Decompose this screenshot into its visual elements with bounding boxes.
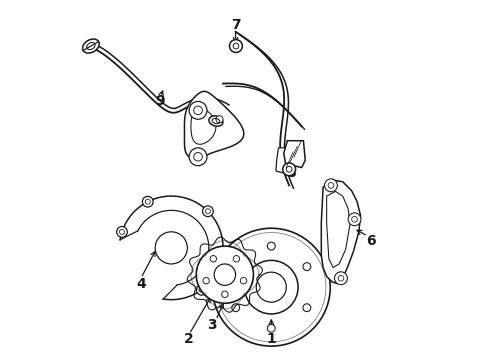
- Circle shape: [244, 260, 298, 314]
- Text: 8: 8: [285, 166, 295, 180]
- Circle shape: [267, 242, 275, 250]
- Circle shape: [214, 264, 235, 285]
- Ellipse shape: [82, 39, 99, 53]
- Polygon shape: [283, 141, 305, 167]
- Circle shape: [233, 256, 239, 262]
- Text: 7: 7: [230, 18, 240, 32]
- Text: 6: 6: [366, 234, 375, 248]
- Circle shape: [155, 232, 187, 264]
- Polygon shape: [190, 109, 216, 144]
- Polygon shape: [321, 180, 360, 284]
- Circle shape: [334, 272, 346, 285]
- Circle shape: [202, 206, 213, 217]
- Polygon shape: [184, 91, 244, 159]
- Circle shape: [210, 256, 216, 262]
- Circle shape: [142, 196, 153, 207]
- Circle shape: [117, 226, 127, 237]
- Circle shape: [231, 304, 239, 312]
- Circle shape: [229, 40, 242, 53]
- Circle shape: [189, 148, 206, 166]
- Ellipse shape: [208, 116, 223, 126]
- Circle shape: [189, 102, 206, 119]
- Text: 9: 9: [155, 94, 165, 108]
- Circle shape: [212, 228, 329, 346]
- Text: 1: 1: [266, 332, 276, 346]
- Circle shape: [267, 324, 275, 332]
- Polygon shape: [326, 192, 349, 267]
- Circle shape: [196, 284, 206, 295]
- Circle shape: [303, 263, 310, 271]
- Circle shape: [196, 246, 253, 303]
- Circle shape: [324, 179, 337, 192]
- Text: 5: 5: [196, 150, 206, 164]
- Text: 2: 2: [184, 332, 194, 346]
- Circle shape: [282, 163, 295, 176]
- Circle shape: [221, 291, 227, 297]
- Circle shape: [256, 272, 285, 302]
- Text: 4: 4: [136, 276, 145, 291]
- Circle shape: [240, 278, 246, 284]
- Circle shape: [303, 304, 310, 312]
- Circle shape: [347, 213, 360, 226]
- Circle shape: [216, 116, 223, 123]
- Circle shape: [203, 278, 209, 284]
- Polygon shape: [275, 148, 294, 175]
- Circle shape: [231, 263, 239, 271]
- Text: 3: 3: [207, 318, 217, 332]
